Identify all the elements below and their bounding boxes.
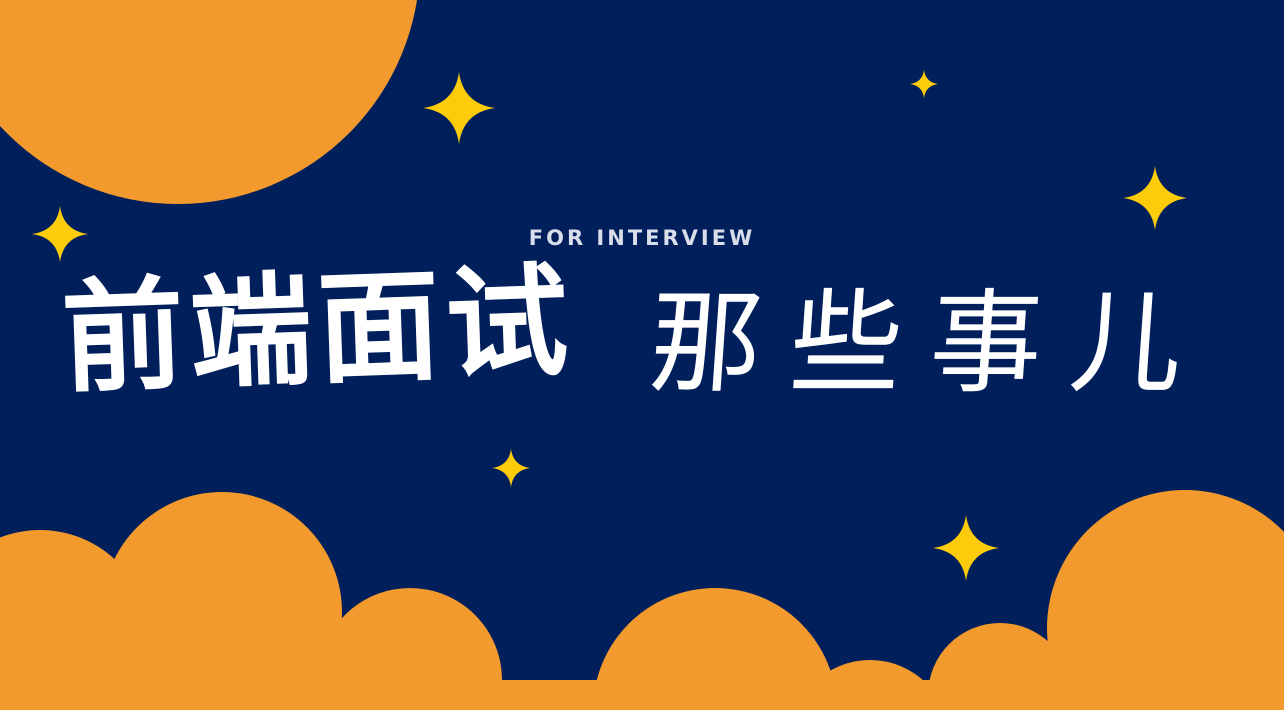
cloud-shapes <box>0 490 1284 710</box>
star-icon <box>423 72 495 144</box>
title-bold: 前端面试 <box>59 250 577 410</box>
star-icon <box>1123 166 1187 230</box>
title-light: 那些事儿 <box>645 279 1215 409</box>
star-icon <box>910 70 938 98</box>
moon-shape <box>0 0 417 204</box>
star-icon <box>933 515 999 581</box>
subtitle: FOR INTERVIEW <box>528 226 756 250</box>
star-icon <box>492 449 530 487</box>
